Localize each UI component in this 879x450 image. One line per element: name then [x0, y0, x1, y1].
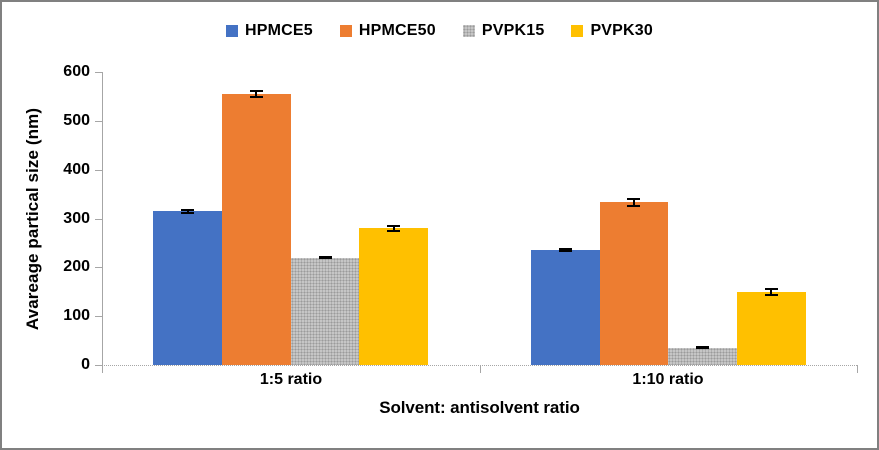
error-bar-cap-top — [558, 248, 572, 251]
y-tick-mark — [95, 365, 102, 366]
bar-hpmce5-2 — [530, 250, 600, 365]
error-bar — [696, 346, 710, 350]
y-tick-label: 100 — [63, 307, 90, 324]
legend-label: PVPK15 — [481, 22, 545, 39]
legend-label: HPMCE50 — [358, 22, 436, 39]
y-tick-mark — [95, 170, 102, 171]
y-tick-label: 400 — [63, 161, 90, 178]
error-bar — [249, 90, 263, 98]
error-bar — [764, 287, 778, 296]
error-bar-cap-top — [249, 90, 263, 93]
y-tick-mark — [95, 219, 102, 220]
legend-swatch-icon — [462, 25, 475, 37]
x-tick-mark — [102, 365, 103, 373]
x-category-label: 1:10 ratio — [632, 371, 704, 388]
y-axis-line — [102, 72, 103, 373]
x-category-label: 1:5 ratio — [259, 371, 323, 388]
error-bar-cap-top — [387, 224, 401, 227]
error-bar-line — [632, 197, 635, 208]
error-bar — [558, 248, 572, 253]
bar-pvpk15-1 — [290, 257, 360, 365]
error-bar-cap-bottom — [627, 205, 641, 208]
bar-pvpk30-1 — [359, 228, 428, 365]
bar-pvpk30-2 — [736, 291, 806, 365]
error-bar-cap-bottom — [558, 250, 572, 253]
x-tick-mark — [480, 365, 481, 373]
error-bar-line — [255, 90, 258, 98]
legend-label: HPMCE5 — [244, 22, 313, 39]
error-bar-cap-top — [627, 197, 641, 200]
y-tick-mark — [95, 267, 102, 268]
y-tick-mark — [95, 121, 102, 122]
y-tick-label: 600 — [63, 63, 90, 80]
x-axis-title: Solvent: antisolvent ratio — [379, 398, 580, 417]
legend-item-pvpk30: PVPK30 — [571, 22, 653, 40]
legend-item-hpmce5: HPMCE5 — [225, 22, 313, 40]
bar-hpmce5-1 — [153, 211, 223, 365]
error-bar-cap-bottom — [249, 95, 263, 98]
legend-swatch-icon — [225, 25, 238, 37]
y-tick-label: 500 — [63, 112, 90, 129]
error-bar-cap-bottom — [696, 347, 710, 350]
error-bar — [318, 256, 332, 260]
x-axis-line — [102, 365, 857, 366]
bar-pvpk15-2 — [668, 347, 737, 365]
legend-item-hpmce50: HPMCE50 — [339, 22, 436, 40]
y-tick-label: 200 — [63, 258, 90, 275]
error-bar-line — [770, 287, 773, 296]
legend-swatch-icon — [339, 25, 352, 37]
error-bar — [387, 224, 401, 232]
bar-hpmce50-1 — [222, 93, 291, 365]
x-tick-mark — [857, 365, 858, 373]
error-bar-cap-top — [764, 287, 778, 290]
error-bar-line — [186, 208, 189, 214]
error-bar — [181, 208, 195, 214]
legend-label: PVPK30 — [590, 22, 654, 39]
error-bar-cap-bottom — [764, 293, 778, 296]
y-tick-mark — [95, 316, 102, 317]
error-bar-cap-bottom — [387, 229, 401, 232]
legend: HPMCE5 HPMCE50 PVPK15 PVPK30 — [2, 16, 877, 46]
y-axis-title: Avareage partical size (nm) — [23, 107, 42, 331]
legend-swatch-icon — [571, 25, 584, 37]
y-tick-label: 300 — [63, 210, 90, 227]
error-bar-line — [392, 224, 395, 232]
y-tick-mark — [95, 72, 102, 73]
error-bar-cap-top — [181, 208, 195, 211]
y-tick-label: 0 — [81, 356, 90, 373]
error-bar — [627, 197, 641, 208]
error-bar-cap-bottom — [318, 257, 332, 260]
bar-hpmce50-2 — [599, 202, 669, 365]
error-bar-cap-bottom — [181, 211, 195, 214]
legend-item-pvpk15: PVPK15 — [462, 22, 545, 40]
